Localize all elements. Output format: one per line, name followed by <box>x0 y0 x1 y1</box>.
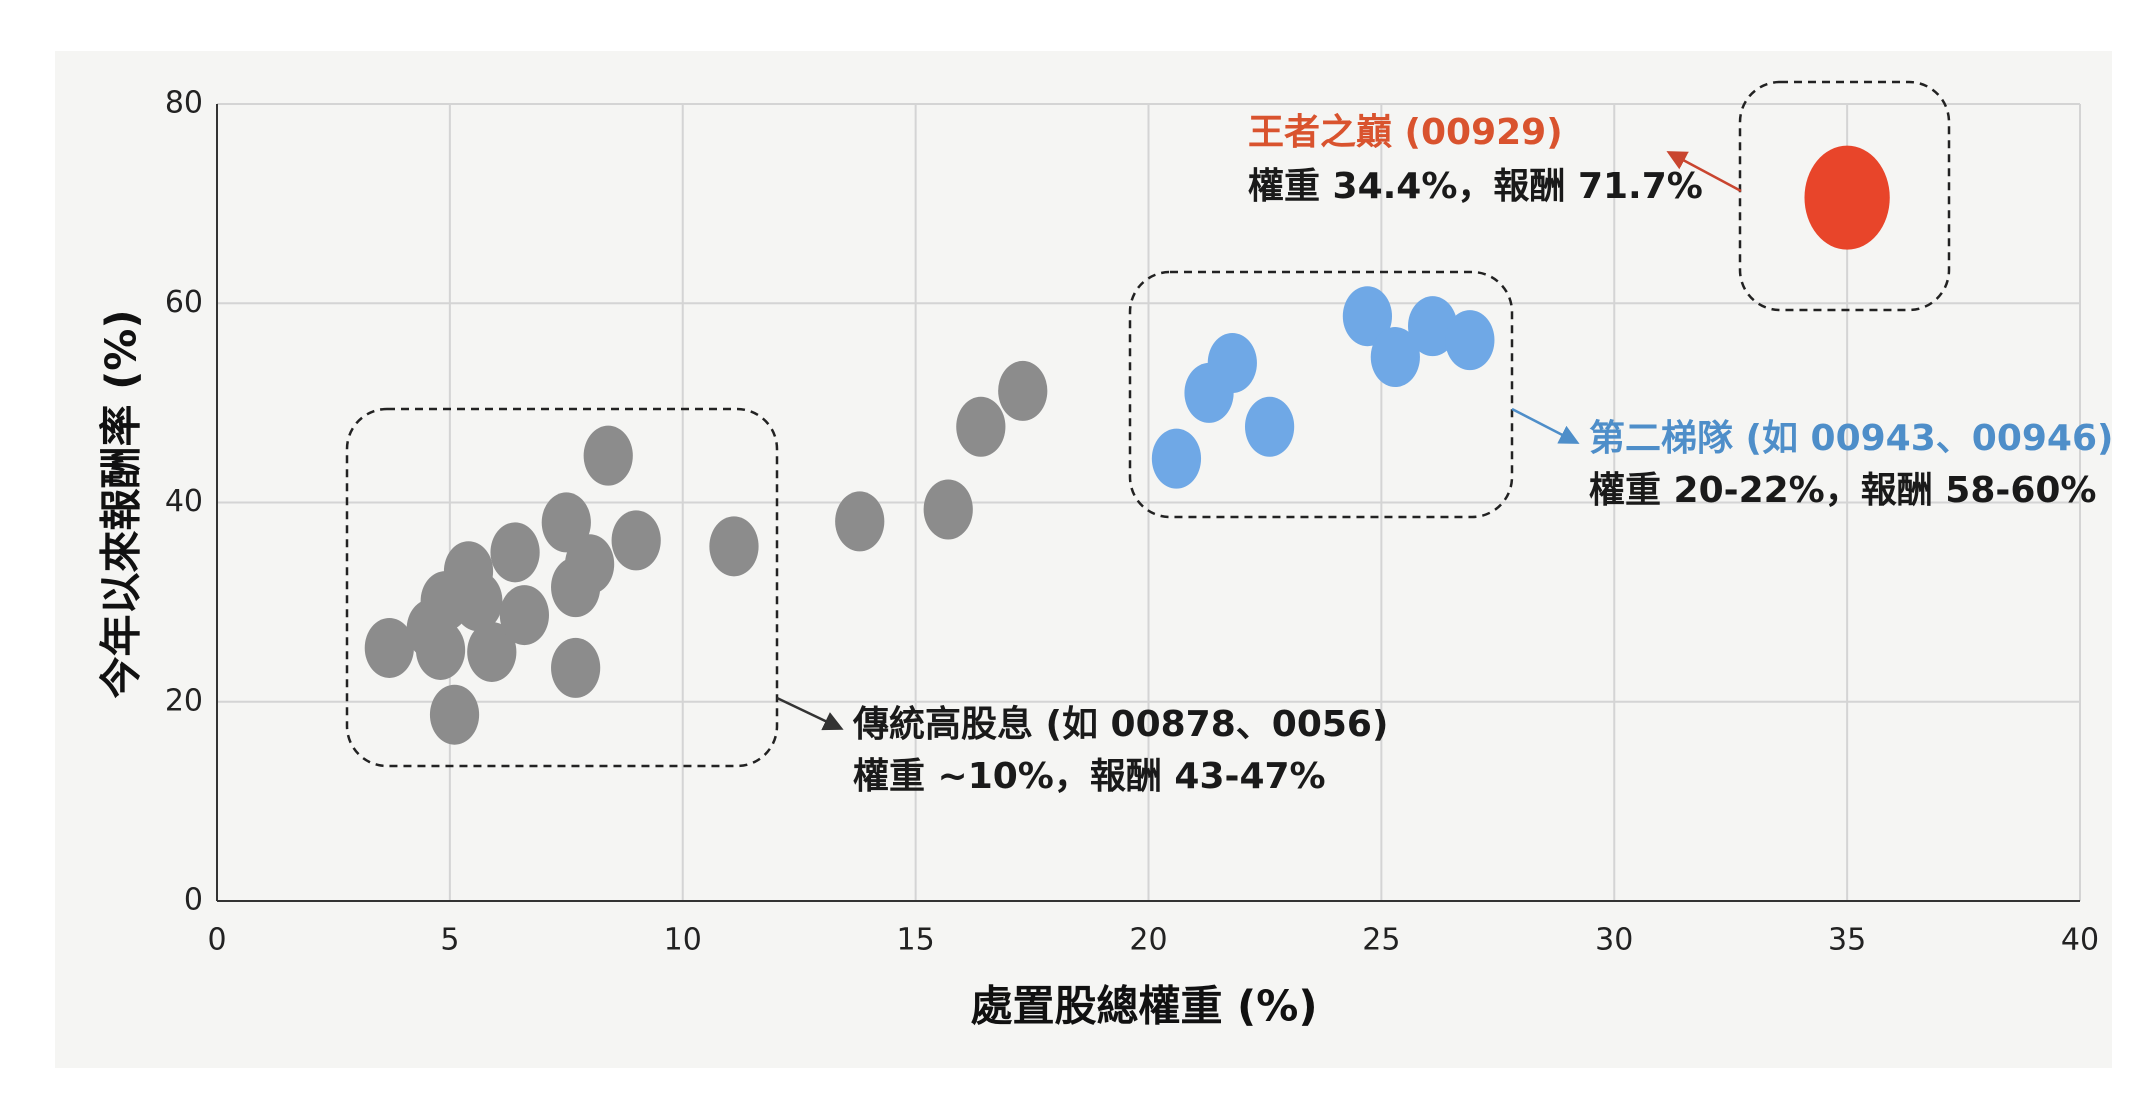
arrow <box>776 696 844 731</box>
x-axis-title: 處置股總權重 (%) <box>970 982 1317 1031</box>
scatter-point <box>1207 333 1257 394</box>
x-tick-label: 35 <box>1828 923 1866 958</box>
scatter-point <box>429 684 480 745</box>
scatter-point <box>1408 296 1458 357</box>
scatter-point <box>499 585 549 646</box>
scatter-point <box>551 637 601 698</box>
scatter-point <box>709 516 759 577</box>
scatter-point <box>541 492 591 553</box>
arrow <box>1666 151 1742 193</box>
arrow <box>1511 407 1580 444</box>
scatter-point <box>490 522 540 583</box>
y-tick-label: 60 <box>165 285 203 320</box>
group-box <box>345 407 779 768</box>
scatter-point <box>1342 286 1393 347</box>
annotation-title: 王者之巔 (00929) <box>1248 112 1563 153</box>
x-tick-label: 15 <box>897 923 935 958</box>
annotation-text: 權重 20-22%，報酬 58-60% <box>1589 470 2096 511</box>
group-box <box>1128 270 1514 519</box>
scatter-point <box>1370 327 1420 388</box>
x-tick-label: 20 <box>1129 923 1167 958</box>
scatter-point <box>611 510 661 571</box>
scatter-point <box>956 396 1006 457</box>
y-tick-label: 0 <box>184 883 203 918</box>
annotation-title: 第二梯隊 (如 00943、00946) <box>1589 418 2113 459</box>
x-tick-label: 25 <box>1362 923 1400 958</box>
scatter-point <box>565 534 615 595</box>
scatter-point <box>1445 310 1495 371</box>
x-tick-label: 30 <box>1595 923 1633 958</box>
scatter-point <box>998 360 1048 421</box>
group-box <box>1738 80 1951 312</box>
x-tick-label: 40 <box>2061 923 2099 958</box>
x-tick-label: 5 <box>440 923 459 958</box>
y-tick-label: 20 <box>165 683 203 718</box>
scatter-point <box>583 425 633 486</box>
markers <box>364 145 1890 745</box>
scatter-point <box>1804 145 1890 250</box>
y-tick-label: 40 <box>165 484 203 519</box>
scatter-point <box>467 621 517 682</box>
scatter-point <box>923 479 973 540</box>
panel <box>55 51 2112 1068</box>
scatter-point <box>835 491 885 552</box>
x-tick-label: 10 <box>664 923 702 958</box>
scatter-point <box>1244 396 1295 457</box>
y-tick-label: 80 <box>165 86 203 121</box>
annotation-text: 權重 ~10%，報酬 43-47% <box>853 756 1326 797</box>
scatter-point <box>453 571 503 632</box>
annotation-text: 權重 34.4%，報酬 71.7% <box>1248 166 1703 207</box>
annotation-title: 傳統高股息 (如 00878、0056) <box>852 704 1388 745</box>
y-axis-title: 今年以來報酬率 (%) <box>97 309 146 698</box>
scatter-point <box>1151 428 1202 489</box>
x-tick-label: 0 <box>207 923 226 958</box>
scatter-point <box>364 617 414 678</box>
